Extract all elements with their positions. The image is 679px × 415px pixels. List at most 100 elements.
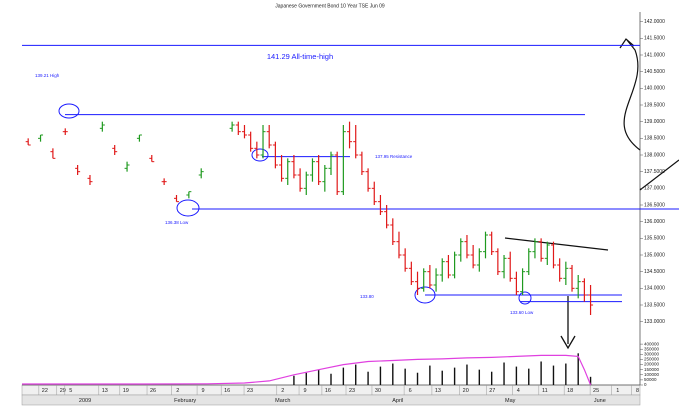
- volume-tick-label: 300000: [644, 352, 660, 357]
- volume-tick-label: 350000: [644, 346, 660, 351]
- x-tick-label: 9: [202, 388, 205, 394]
- trend-line: [504, 237, 609, 251]
- x-tick-label: 9: [304, 388, 307, 394]
- x-tick-label: 26: [150, 388, 156, 394]
- volume-bar: [392, 363, 394, 385]
- y-tick-label: 137.0000: [644, 186, 665, 192]
- x-tick-label: 22: [42, 388, 48, 394]
- level-label: 136.38 Low: [165, 220, 189, 225]
- y-tick-label: 139.5000: [644, 102, 665, 108]
- month-strip: [21, 394, 641, 406]
- x-tick-label: 20: [463, 388, 469, 394]
- level-label: 137.95 Resistance: [375, 154, 413, 159]
- level-label: 133.60 Low: [510, 310, 534, 315]
- y-tick-label: 141.5000: [644, 36, 665, 42]
- x-tick-label: 11: [542, 388, 548, 394]
- volume-bar: [540, 361, 542, 385]
- volume-bar: [317, 369, 320, 385]
- y-tick-label: 136.5000: [644, 202, 665, 208]
- volume-bar: [453, 367, 456, 385]
- x-tick-label: 13: [435, 388, 441, 394]
- x-tick-label: 2: [176, 388, 179, 394]
- circle: [251, 148, 269, 162]
- volume-bar: [577, 353, 579, 385]
- volume-bar: [552, 365, 555, 385]
- y-tick-label: 137.5000: [644, 169, 665, 175]
- y-tick-label: 140.5000: [644, 69, 665, 75]
- x-tick-label: 6: [409, 388, 412, 394]
- down-arrow-head: [560, 335, 576, 350]
- volume-bar: [466, 364, 468, 385]
- x-tick-label: 25: [593, 388, 599, 394]
- volume-bar: [416, 372, 419, 385]
- circle: [518, 291, 532, 305]
- x-tick-label: 19: [123, 388, 129, 394]
- y-tick-label: 138.0000: [644, 152, 665, 158]
- volume-bar: [441, 370, 443, 385]
- y-tick-label: 138.5000: [644, 136, 665, 142]
- x-tick-label: 23: [349, 388, 355, 394]
- volume-line: [22, 354, 592, 386]
- volume-tick-label: 150000: [644, 367, 660, 372]
- volume-bar: [379, 366, 382, 385]
- x-tick-label: 30: [375, 388, 381, 394]
- x-tick-label: 18: [567, 388, 573, 394]
- x-tick-label: 16: [325, 388, 331, 394]
- volume-bar: [429, 365, 431, 385]
- x-tick-label: 1: [616, 388, 619, 394]
- volume-bar: [367, 371, 369, 385]
- x-tick-label: 13: [102, 388, 108, 394]
- volume-bar: [565, 363, 567, 385]
- x-tick-label: 4: [517, 388, 520, 394]
- circles: [58, 103, 532, 305]
- y-tick-label: 142.0000: [644, 19, 665, 25]
- volume-bar: [528, 368, 530, 385]
- y-tick-label: 133.0000: [644, 319, 665, 325]
- circle: [58, 103, 80, 119]
- volume-bar: [293, 375, 295, 385]
- level-label: 133.80: [360, 294, 374, 299]
- volume-bar: [342, 367, 345, 385]
- x-tick-label: 27: [489, 388, 495, 394]
- volume-bar: [305, 372, 307, 385]
- volume-bar: [503, 362, 505, 385]
- volume-bar: [490, 371, 493, 385]
- month-label: 2009: [79, 398, 91, 404]
- y-tick-label: 134.0000: [644, 286, 665, 292]
- x-tick-label: 29: [60, 388, 66, 394]
- volume-bar: [478, 369, 481, 385]
- x-tick-label: 23: [247, 388, 253, 394]
- circle: [176, 199, 200, 217]
- volume-tick-label: 0: [644, 382, 647, 387]
- x-tick-label: 2: [281, 388, 284, 394]
- volume-bar: [355, 364, 357, 385]
- volume-bar: [589, 376, 592, 385]
- month-label: March: [275, 398, 290, 404]
- y-tick-label: 139.0000: [644, 119, 665, 125]
- y-tick-label: 136.0000: [644, 219, 665, 225]
- month-label: May: [505, 398, 516, 404]
- y-tick-label: 140.0000: [644, 86, 665, 92]
- level-label: 139.21 High: [35, 73, 60, 78]
- month-label: February: [174, 398, 196, 404]
- volume-tick-label: 400000: [644, 341, 660, 346]
- y-tick-label: 133.5000: [644, 302, 665, 308]
- volume-tick-label: 250000: [644, 357, 660, 362]
- month-label: June: [594, 398, 606, 404]
- month-label: April: [392, 398, 403, 404]
- y-tick-label: 141.0000: [644, 52, 665, 58]
- volume-bar: [515, 366, 518, 385]
- y-tick-label: 134.5000: [644, 269, 665, 275]
- diagonal-line: [639, 159, 679, 191]
- volume-bar: [330, 373, 332, 385]
- curved-arrow: [623, 39, 641, 151]
- volume-bar: [404, 368, 406, 385]
- volume-tick-label: 200000: [644, 362, 660, 367]
- y-tick-label: 135.5000: [644, 236, 665, 242]
- volume-tick-label: 100000: [644, 372, 660, 377]
- x-tick-label: 5: [69, 388, 72, 394]
- x-tick-label: 16: [224, 388, 230, 394]
- volume-tick-label: 50000: [644, 377, 657, 382]
